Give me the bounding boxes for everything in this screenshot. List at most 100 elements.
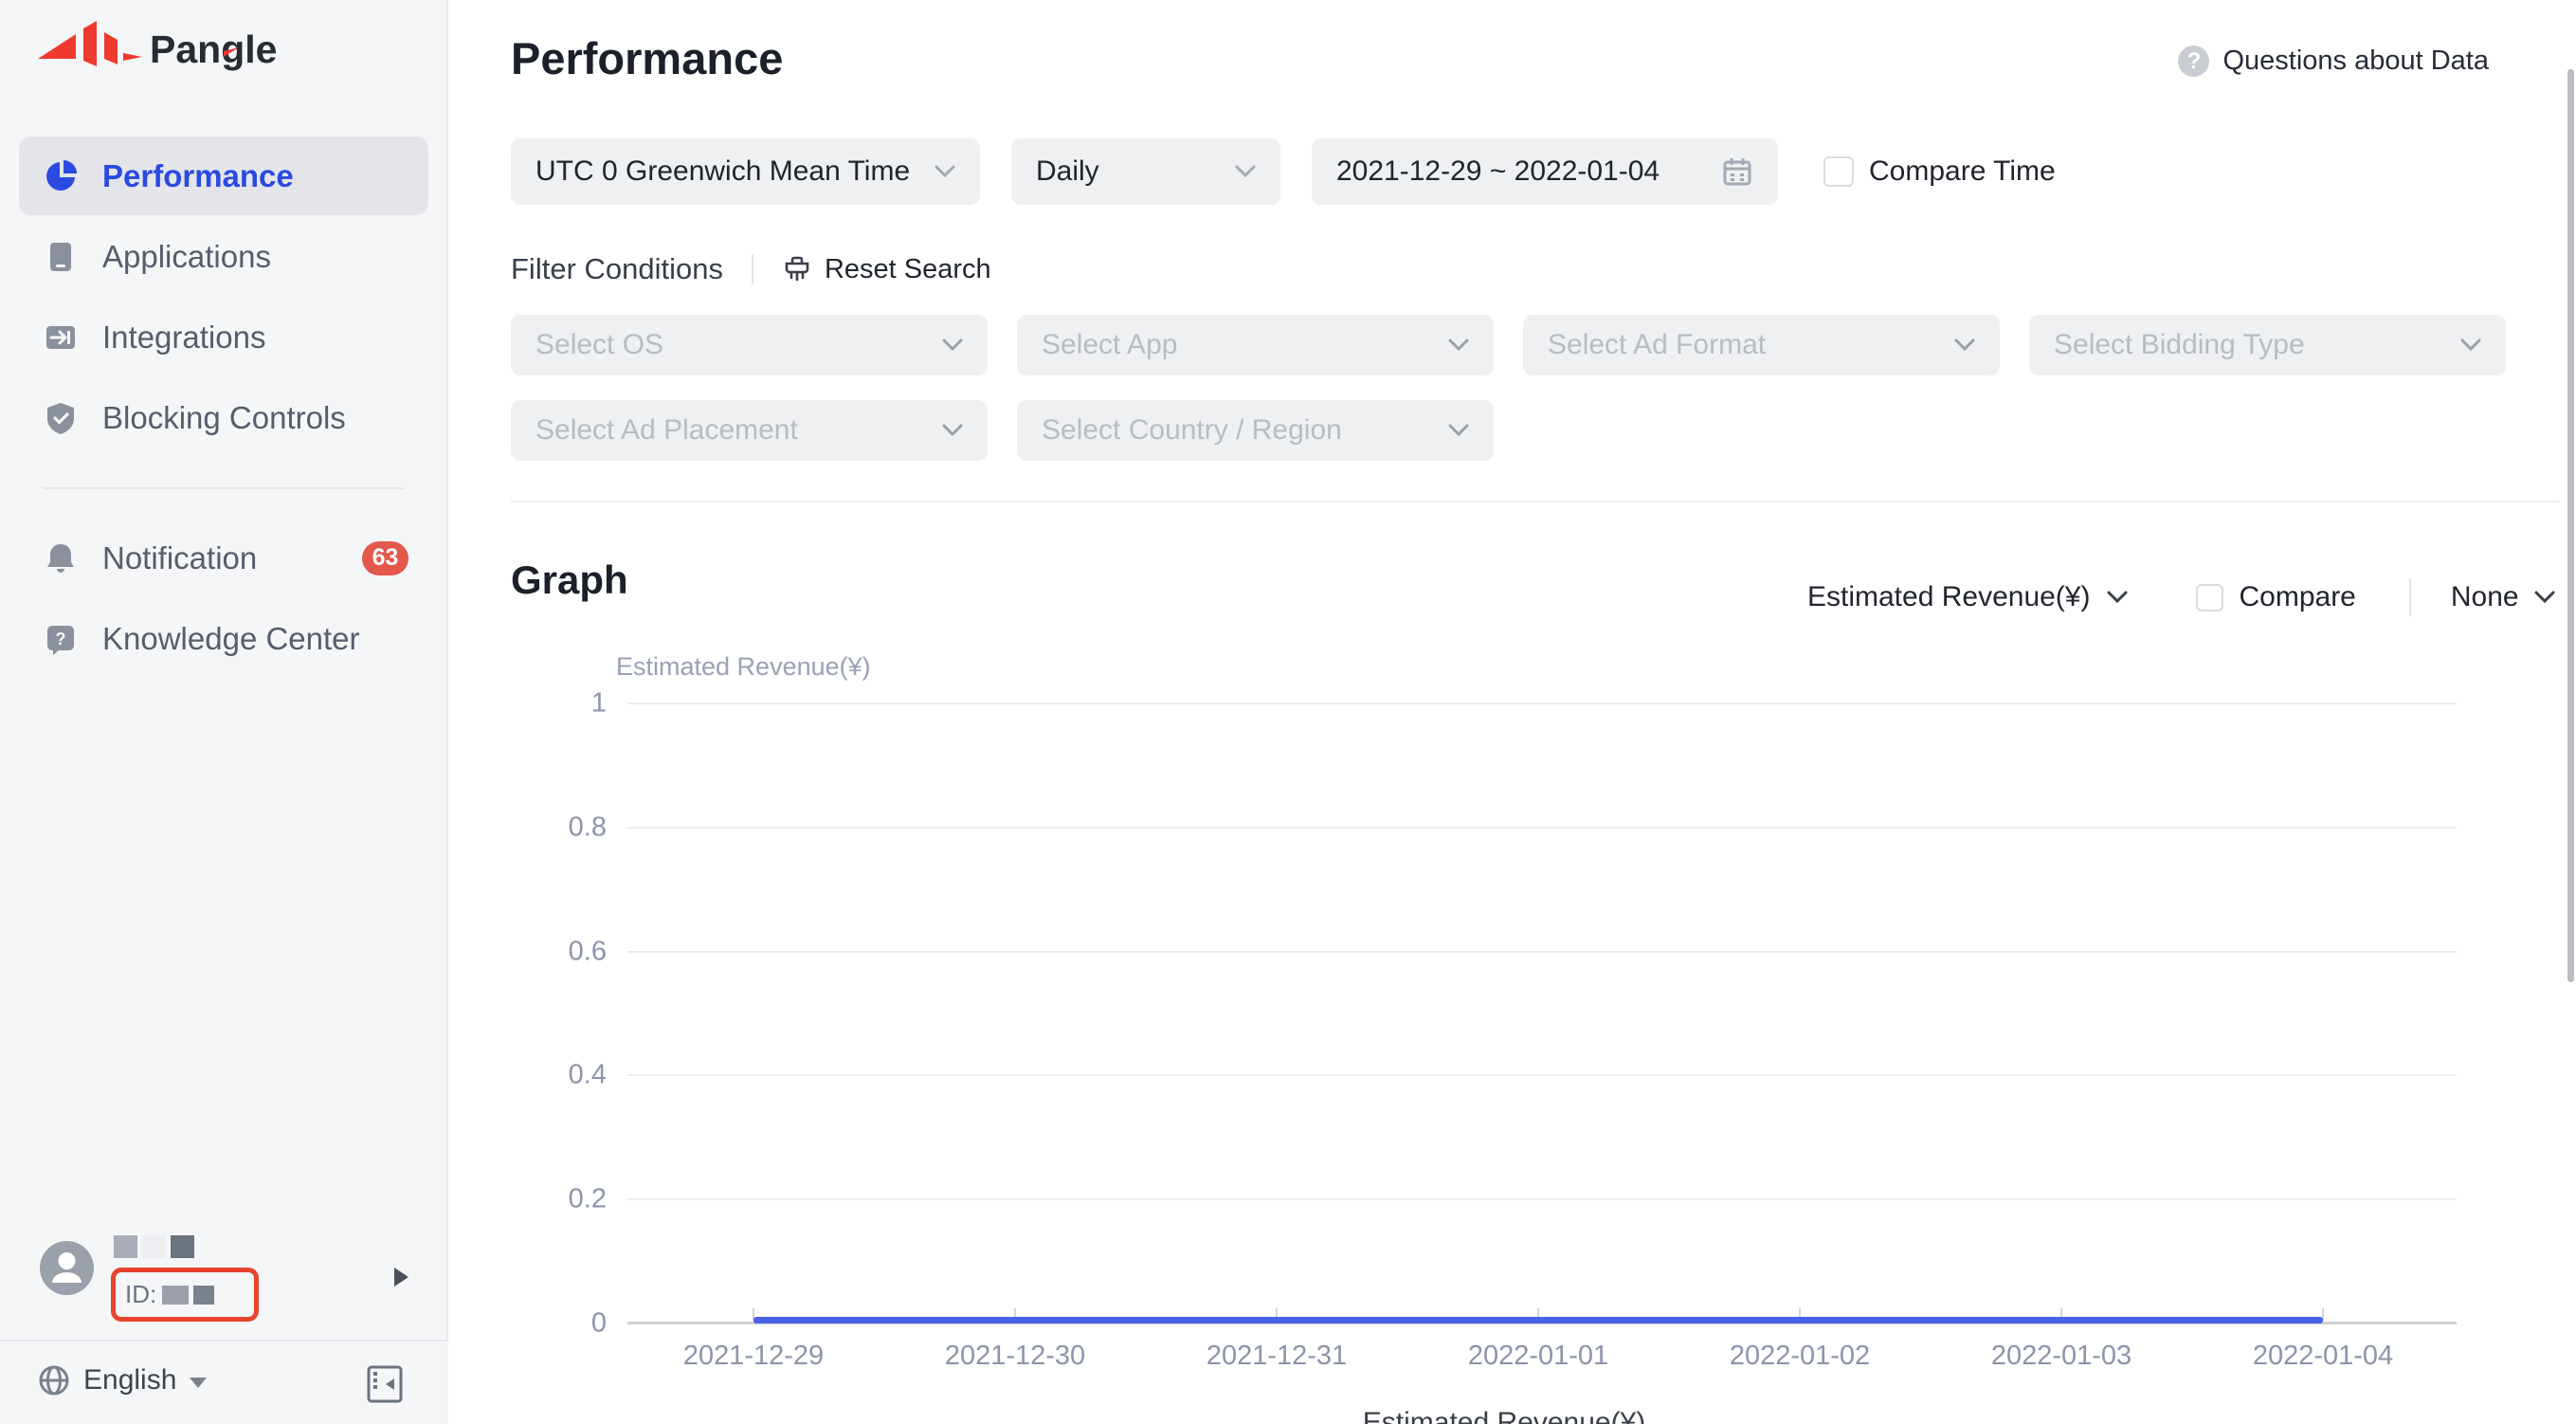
sidebar-item-label: Blocking Controls xyxy=(102,399,346,435)
series-line[interactable] xyxy=(753,1317,2323,1324)
clear-brush-icon xyxy=(785,256,809,282)
metric-select[interactable]: Estimated Revenue(¥) xyxy=(1807,581,2128,613)
x-axis-tick-label: 2022-01-02 xyxy=(1729,1341,1871,1371)
y-gridline xyxy=(627,703,2457,704)
x-axis-tick xyxy=(1537,1308,1539,1321)
sidebar-item-label: Applications xyxy=(102,238,271,274)
user-expand-arrow-icon[interactable] xyxy=(394,1268,408,1287)
x-axis-tick xyxy=(2060,1308,2062,1321)
sidebar-item-knowledge-center[interactable]: ? Knowledge Center xyxy=(0,598,448,679)
select-country-region[interactable]: Select Country / Region xyxy=(1017,400,1494,461)
redacted-username xyxy=(114,1235,194,1258)
sidebar-item-label: Performance xyxy=(102,157,294,193)
chevron-down-icon xyxy=(1448,338,1469,352)
chevron-down-icon xyxy=(1954,338,1975,352)
sidebar-item-integrations[interactable]: Integrations xyxy=(0,297,448,377)
select-ad-format[interactable]: Select Ad Format xyxy=(1523,315,2000,375)
questions-about-data-link[interactable]: ? Questions about Data xyxy=(2178,46,2489,77)
select-bidding-type-placeholder: Select Bidding Type xyxy=(2054,329,2305,360)
select-ad-placement-placeholder: Select Ad Placement xyxy=(535,414,798,446)
language-selector[interactable]: English xyxy=(38,1364,208,1397)
section-divider xyxy=(511,501,2559,502)
x-axis-tick-label: 2021-12-29 xyxy=(682,1341,825,1371)
user-avatar xyxy=(40,1241,94,1295)
help-bubble-icon: ? xyxy=(47,625,74,655)
y-axis-name: Estimated Revenue(¥) xyxy=(616,652,871,681)
date-range-value: 2021-12-29 ~ 2022-01-04 xyxy=(1336,155,1660,187)
y-gridline xyxy=(627,1198,2457,1201)
select-ad-format-placeholder: Select Ad Format xyxy=(1548,329,1767,360)
y-gridline xyxy=(627,826,2457,829)
sidebar-item-notification[interactable]: Notification 63 xyxy=(0,518,448,598)
sidebar-item-label: Integrations xyxy=(102,319,266,355)
compare-checkbox[interactable] xyxy=(2196,583,2224,612)
filter-conditions-row: Filter Conditions Reset Search xyxy=(511,248,991,290)
reset-search-label: Reset Search xyxy=(824,253,991,284)
bell-icon xyxy=(47,543,74,573)
graph-controls: Estimated Revenue(¥) Compare None xyxy=(1807,573,2555,622)
select-ad-placement[interactable]: Select Ad Placement xyxy=(511,400,988,461)
sidebar-item-applications[interactable]: Applications xyxy=(0,216,448,297)
vertical-divider xyxy=(2408,578,2411,616)
granularity-value: Daily xyxy=(1036,155,1099,187)
pangle-logo-accent xyxy=(224,47,239,57)
sidebar-divider xyxy=(43,487,404,489)
filter-selects: Select OS Select App Select Ad Format Se… xyxy=(511,315,2506,461)
svg-text:?: ? xyxy=(56,630,66,648)
sidebar-item-label: Knowledge Center xyxy=(102,620,360,656)
y-axis-tick-label: 0.6 xyxy=(568,936,607,967)
granularity-select[interactable]: Daily xyxy=(1011,138,1280,205)
user-id-annotation-box: ID: xyxy=(111,1268,259,1322)
y-gridline xyxy=(627,950,2457,953)
compare-toggle[interactable]: Compare xyxy=(2196,581,2356,613)
chart-legend[interactable]: Estimated Revenue(¥) xyxy=(1362,1407,1646,1424)
x-axis-tick-label: 2021-12-30 xyxy=(944,1341,1086,1371)
reset-search-button[interactable]: Reset Search xyxy=(782,254,991,285)
chevron-down-icon xyxy=(1448,424,1469,437)
compare-time-checkbox[interactable] xyxy=(1823,156,1854,187)
y-axis-tick-label: 1 xyxy=(590,687,607,719)
x-axis-tick-label: 2021-12-31 xyxy=(1206,1341,1348,1371)
x-axis-tick xyxy=(2322,1308,2324,1321)
y-axis-tick-label: 0 xyxy=(590,1307,607,1339)
select-os[interactable]: Select OS xyxy=(511,315,988,375)
chevron-down-icon xyxy=(2460,338,2481,352)
pie-chart-icon xyxy=(46,159,77,191)
vertical-scrollbar-thumb[interactable] xyxy=(2567,69,2574,982)
select-bidding-type[interactable]: Select Bidding Type xyxy=(2029,315,2506,375)
select-app[interactable]: Select App xyxy=(1017,315,1494,375)
user-id-label: ID: xyxy=(125,1280,157,1308)
chevron-down-icon xyxy=(1235,165,1256,178)
chart-plot: Estimated Revenue(¥) Estimated Revenue(¥… xyxy=(569,652,2457,1424)
compare-label: Compare xyxy=(2239,581,2356,612)
x-axis-tick xyxy=(1276,1308,1278,1321)
y-axis-tick-label: 0.4 xyxy=(568,1059,607,1090)
collapse-sidebar-icon[interactable] xyxy=(363,1362,407,1406)
sidebar-item-performance[interactable]: Performance xyxy=(0,136,448,216)
select-country-region-placeholder: Select Country / Region xyxy=(1042,414,1342,446)
shield-check-icon xyxy=(47,402,74,434)
timezone-value: UTC 0 Greenwich Mean Time xyxy=(535,155,911,187)
compare-time-toggle[interactable]: Compare Time xyxy=(1823,155,2056,188)
redacted-user-id xyxy=(162,1285,215,1305)
y-gridline xyxy=(627,1074,2457,1077)
pangle-logo[interactable]: Pangle xyxy=(34,17,318,78)
timezone-select[interactable]: UTC 0 Greenwich Mean Time xyxy=(511,138,980,205)
chevron-down-icon xyxy=(942,338,963,352)
question-circle-icon: ? xyxy=(2178,46,2210,77)
y-axis-tick-label: 0.8 xyxy=(568,812,607,843)
sidebar-item-label: Notification xyxy=(102,539,258,575)
applications-icon xyxy=(50,242,71,271)
user-block[interactable]: ID: xyxy=(0,1228,448,1340)
page-title: Performance xyxy=(511,33,784,83)
chevron-down-icon xyxy=(942,424,963,437)
compare-time-label: Compare Time xyxy=(1869,155,2056,187)
chevron-down-icon xyxy=(934,165,955,178)
x-axis-tick xyxy=(1014,1308,1016,1321)
date-range-picker[interactable]: 2021-12-29 ~ 2022-01-04 xyxy=(1312,138,1778,205)
filter-row: UTC 0 Greenwich Mean Time Daily 2021-12-… xyxy=(511,138,2056,205)
vertical-divider xyxy=(751,254,753,284)
dimension-select[interactable]: None xyxy=(2451,581,2555,613)
sidebar-item-blocking-controls[interactable]: Blocking Controls xyxy=(0,377,448,458)
select-os-placeholder: Select OS xyxy=(535,329,664,360)
